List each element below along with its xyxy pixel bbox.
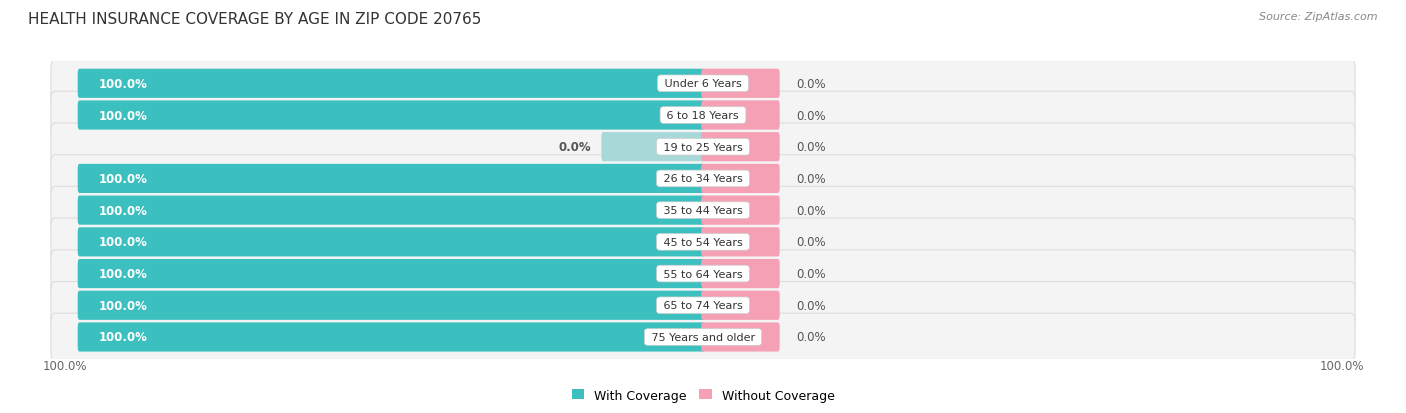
Text: 0.0%: 0.0% [797, 204, 827, 217]
FancyBboxPatch shape [77, 164, 704, 194]
Text: 0.0%: 0.0% [558, 141, 591, 154]
Text: HEALTH INSURANCE COVERAGE BY AGE IN ZIP CODE 20765: HEALTH INSURANCE COVERAGE BY AGE IN ZIP … [28, 12, 481, 27]
FancyBboxPatch shape [702, 196, 780, 225]
FancyBboxPatch shape [702, 228, 780, 257]
Text: 100.0%: 100.0% [98, 236, 148, 249]
FancyBboxPatch shape [77, 323, 704, 352]
FancyBboxPatch shape [702, 323, 780, 352]
Text: 100.0%: 100.0% [98, 331, 148, 344]
Text: 0.0%: 0.0% [797, 331, 827, 344]
Text: 100.0%: 100.0% [98, 78, 148, 90]
Text: 19 to 25 Years: 19 to 25 Years [659, 142, 747, 152]
FancyBboxPatch shape [51, 313, 1355, 361]
Text: 6 to 18 Years: 6 to 18 Years [664, 111, 742, 121]
FancyBboxPatch shape [702, 259, 780, 288]
Text: 26 to 34 Years: 26 to 34 Years [659, 174, 747, 184]
Text: 0.0%: 0.0% [797, 173, 827, 185]
FancyBboxPatch shape [77, 259, 704, 288]
FancyBboxPatch shape [51, 155, 1355, 203]
Text: 100.0%: 100.0% [98, 267, 148, 280]
Text: 0.0%: 0.0% [797, 267, 827, 280]
Text: 100.0%: 100.0% [98, 204, 148, 217]
Text: 65 to 74 Years: 65 to 74 Years [659, 301, 747, 311]
FancyBboxPatch shape [51, 60, 1355, 108]
Text: 55 to 64 Years: 55 to 64 Years [659, 269, 747, 279]
Text: 45 to 54 Years: 45 to 54 Years [659, 237, 747, 247]
FancyBboxPatch shape [702, 291, 780, 320]
FancyBboxPatch shape [702, 69, 780, 99]
FancyBboxPatch shape [702, 101, 780, 130]
FancyBboxPatch shape [602, 133, 704, 162]
FancyBboxPatch shape [77, 196, 704, 225]
Text: 100.0%: 100.0% [98, 299, 148, 312]
Text: Under 6 Years: Under 6 Years [661, 79, 745, 89]
Text: 75 Years and older: 75 Years and older [648, 332, 758, 342]
FancyBboxPatch shape [51, 92, 1355, 140]
Text: 100.0%: 100.0% [98, 173, 148, 185]
Text: 100.0%: 100.0% [42, 359, 87, 372]
FancyBboxPatch shape [77, 291, 704, 320]
FancyBboxPatch shape [77, 69, 704, 99]
FancyBboxPatch shape [51, 282, 1355, 329]
FancyBboxPatch shape [51, 123, 1355, 171]
Text: 0.0%: 0.0% [797, 109, 827, 122]
Legend: With Coverage, Without Coverage: With Coverage, Without Coverage [567, 384, 839, 407]
Text: 35 to 44 Years: 35 to 44 Years [659, 206, 747, 216]
FancyBboxPatch shape [51, 187, 1355, 234]
Text: Source: ZipAtlas.com: Source: ZipAtlas.com [1260, 12, 1378, 22]
FancyBboxPatch shape [51, 218, 1355, 266]
Text: 100.0%: 100.0% [1319, 359, 1364, 372]
Text: 0.0%: 0.0% [797, 236, 827, 249]
FancyBboxPatch shape [77, 228, 704, 257]
FancyBboxPatch shape [702, 133, 780, 162]
FancyBboxPatch shape [77, 101, 704, 130]
FancyBboxPatch shape [51, 250, 1355, 298]
FancyBboxPatch shape [702, 164, 780, 194]
Text: 0.0%: 0.0% [797, 141, 827, 154]
Text: 0.0%: 0.0% [797, 299, 827, 312]
Text: 100.0%: 100.0% [98, 109, 148, 122]
Text: 0.0%: 0.0% [797, 78, 827, 90]
